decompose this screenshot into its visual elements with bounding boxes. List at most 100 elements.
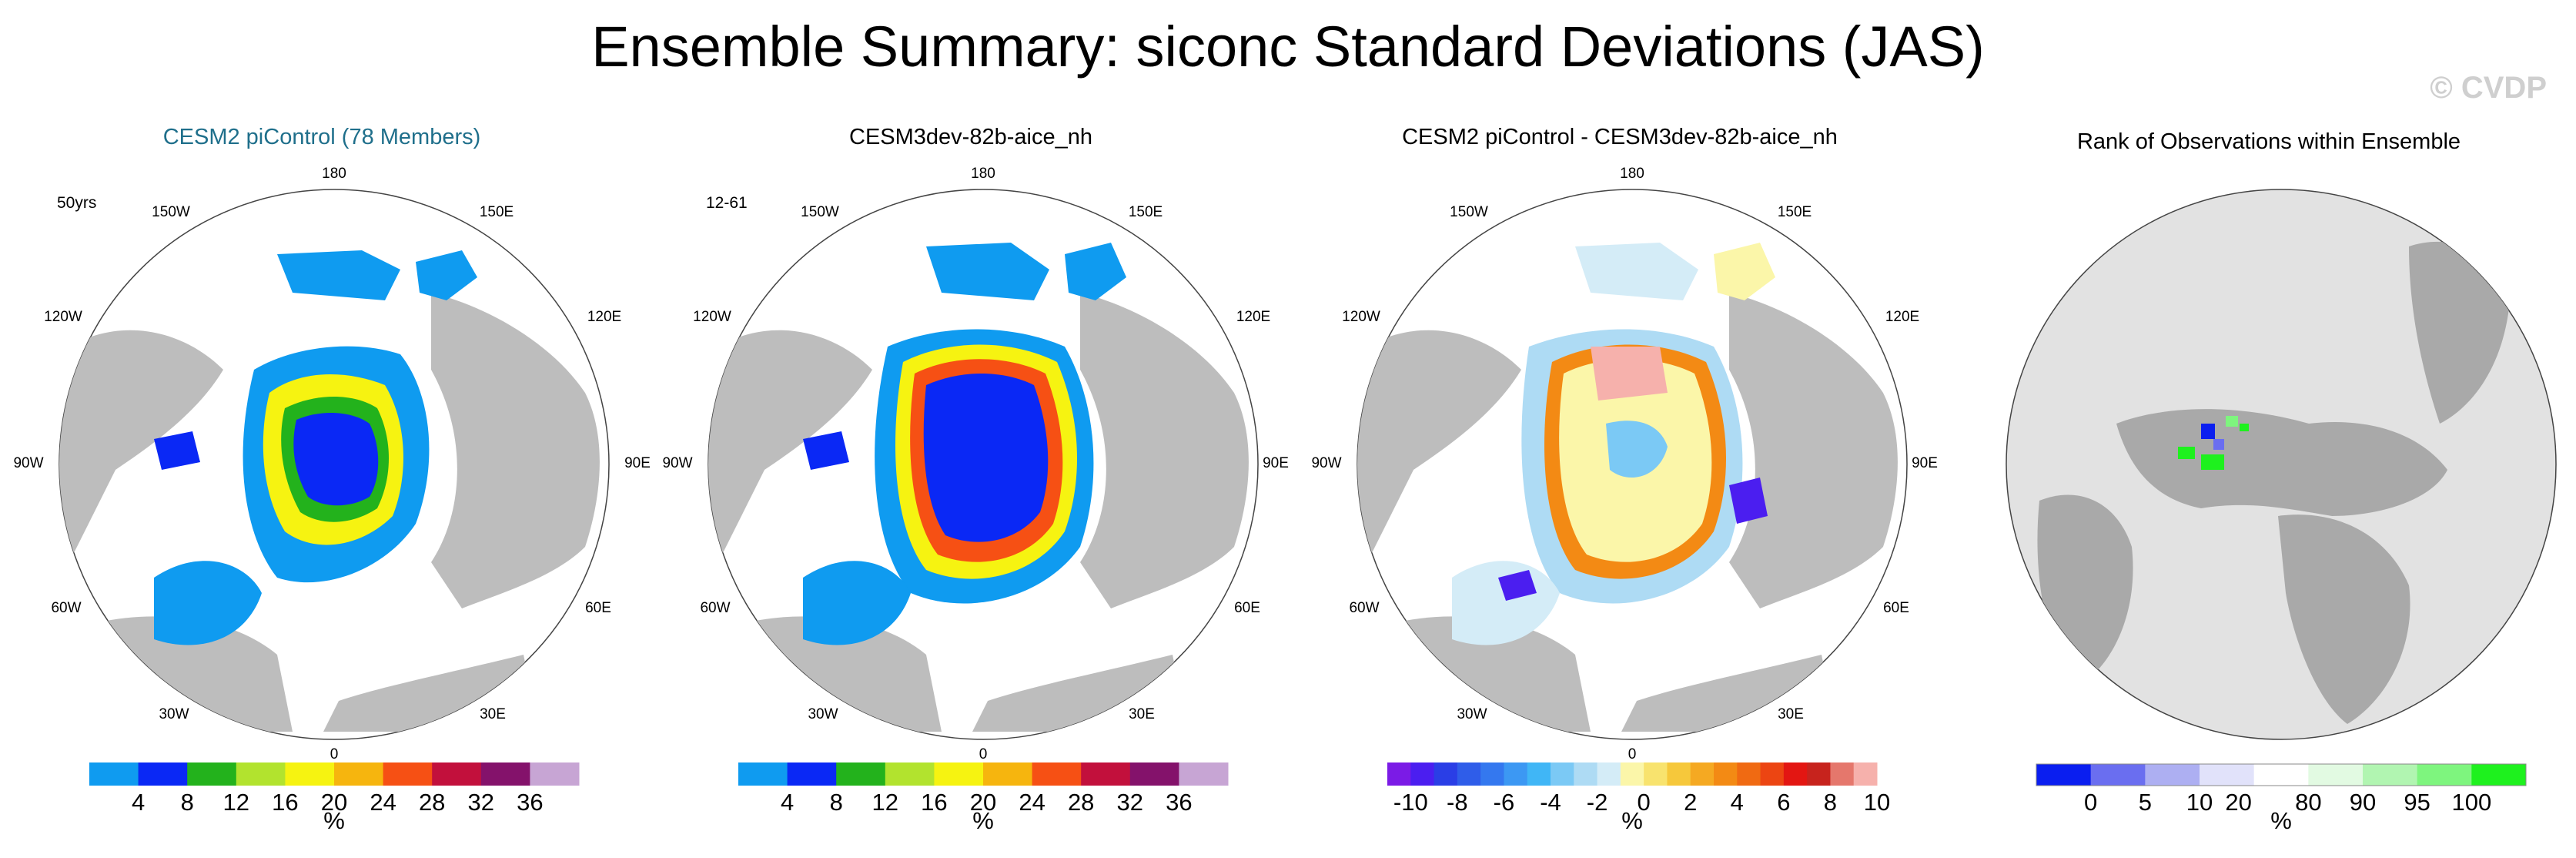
colorbar-box xyxy=(1410,762,1435,786)
cvdp-watermark: © CVDP xyxy=(2430,71,2547,105)
colorbar-box xyxy=(1853,762,1878,786)
colorbar-unit: % xyxy=(1621,807,1643,834)
colorbar-box xyxy=(1504,762,1528,786)
colorbar-box xyxy=(138,762,188,786)
colorbar-tick-label: 36 xyxy=(1166,789,1193,816)
colorbar-tick-label: 0 xyxy=(1637,789,1651,816)
lon-label-150w: 150W xyxy=(1450,204,1488,220)
lon-label-0: 0 xyxy=(330,746,339,762)
colorbar-box xyxy=(2036,764,2092,786)
colorbar-tick-label: 2 xyxy=(1684,789,1698,816)
lon-label-90w: 90W xyxy=(662,455,693,471)
colorbar-tick-label: 20 xyxy=(969,789,997,816)
colorbar-box xyxy=(432,762,482,786)
lon-label-30w: 30W xyxy=(1457,706,1487,722)
lon-label-60w: 60W xyxy=(51,600,82,616)
colorbar-tick-label: 12 xyxy=(222,789,250,816)
lon-label-30e: 30E xyxy=(1129,706,1155,722)
colorbar xyxy=(1387,762,1878,786)
panel-title: CESM2 piControl - CESM3dev-82b-aice_nh xyxy=(1402,125,1838,149)
colorbar-box xyxy=(1830,762,1855,786)
colorbar-box xyxy=(1387,762,1411,786)
colorbar-unit: % xyxy=(2270,807,2292,834)
colorbar-box xyxy=(2308,764,2364,786)
colorbar-box xyxy=(1574,762,1598,786)
colorbar-box xyxy=(1690,762,1715,786)
lon-label-60e: 60E xyxy=(1883,600,1909,616)
colorbar-box xyxy=(530,762,580,786)
panel-title: CESM3dev-82b-aice_nh xyxy=(849,125,1092,149)
colorbar-tick-label: 32 xyxy=(1116,789,1144,816)
colorbar-tick-label: 24 xyxy=(370,789,396,816)
colorbar-tick-label: 6 xyxy=(1777,789,1791,816)
colorbar-box xyxy=(1714,762,1738,786)
lon-label-60w: 60W xyxy=(1349,600,1380,616)
lon-label-120e: 120E xyxy=(587,309,622,325)
lon-label-60e: 60E xyxy=(1234,600,1260,616)
colorbar-box xyxy=(2253,764,2309,786)
colorbar-box xyxy=(885,762,935,786)
lon-label-0: 0 xyxy=(979,746,988,762)
lon-label-180: 180 xyxy=(322,166,346,182)
colorbar-tick-label: 20 xyxy=(2225,789,2252,816)
colorbar-tick-label: 12 xyxy=(871,789,899,816)
colorbar-box xyxy=(1644,762,1668,786)
colorbar-box xyxy=(236,762,286,786)
colorbar-tick-label: -8 xyxy=(1447,789,1468,816)
polar-map-cesm3dev xyxy=(708,189,1259,740)
polar-map-difference xyxy=(1357,189,1908,740)
colorbar-tick-label: -2 xyxy=(1586,789,1608,816)
colorbar-tick-label: 36 xyxy=(517,789,544,816)
colorbar-box xyxy=(836,762,886,786)
lon-label-120w: 120W xyxy=(1342,309,1380,325)
lon-label-150e: 150E xyxy=(479,204,514,220)
colorbar-box xyxy=(787,762,837,786)
colorbar-box xyxy=(2090,764,2146,786)
panel-cesm2-picontrol: CESM2 piControl (78 Members) 50yrs 180 1… xyxy=(0,116,650,855)
lon-label-120w: 120W xyxy=(693,309,731,325)
lon-label-90e: 90E xyxy=(1912,455,1938,471)
figure-title: Ensemble Summary: siconc Standard Deviat… xyxy=(591,15,1985,79)
colorbar-box xyxy=(1807,762,1831,786)
colorbar-tick-label: 10 xyxy=(1863,789,1891,816)
lon-label-180: 180 xyxy=(971,166,995,182)
lon-label-90e: 90E xyxy=(624,455,651,471)
period-label: 50yrs xyxy=(57,194,97,212)
colorbar-box xyxy=(1783,762,1808,786)
lon-label-180: 180 xyxy=(1620,166,1644,182)
colorbar-box xyxy=(285,762,335,786)
colorbar-box xyxy=(1081,762,1131,786)
colorbar-tick-label: 100 xyxy=(2451,789,2492,816)
colorbar-tick-label: 8 xyxy=(180,789,194,816)
lon-label-90w: 90W xyxy=(1311,455,1342,471)
colorbar-tick-label: 16 xyxy=(921,789,948,816)
lon-label-30w: 30W xyxy=(159,706,189,722)
lon-label-150e: 150E xyxy=(1777,204,1812,220)
colorbar-box xyxy=(1620,762,1644,786)
lon-label-120e: 120E xyxy=(1236,309,1271,325)
colorbar-box xyxy=(738,762,788,786)
colorbar-box xyxy=(1527,762,1551,786)
colorbar-tick-label: 28 xyxy=(418,789,446,816)
colorbar xyxy=(2036,763,2527,786)
colorbar-tick-label: 24 xyxy=(1019,789,1045,816)
colorbar-unit: % xyxy=(323,807,345,834)
colorbar-box xyxy=(1480,762,1504,786)
colorbar-box xyxy=(2363,764,2418,786)
colorbar-unit: % xyxy=(972,807,994,834)
lon-label-60e: 60E xyxy=(585,600,611,616)
lon-label-30w: 30W xyxy=(808,706,838,722)
colorbar-tick-label: -4 xyxy=(1540,789,1561,816)
colorbar-box xyxy=(334,762,384,786)
colorbar-tick-label: 0 xyxy=(2084,789,2098,816)
colorbar-box xyxy=(1179,762,1229,786)
panel-rank: Rank of Observations within Ensemble % 0… xyxy=(1947,116,2576,855)
lon-label-120e: 120E xyxy=(1885,309,1920,325)
lon-label-150w: 150W xyxy=(801,204,839,220)
colorbar xyxy=(89,762,580,786)
colorbar-tick-label: 95 xyxy=(2404,789,2430,816)
lon-label-120w: 120W xyxy=(44,309,82,325)
colorbar-box xyxy=(1597,762,1621,786)
colorbar-outline xyxy=(2036,763,2527,786)
lon-label-150w: 150W xyxy=(152,204,190,220)
